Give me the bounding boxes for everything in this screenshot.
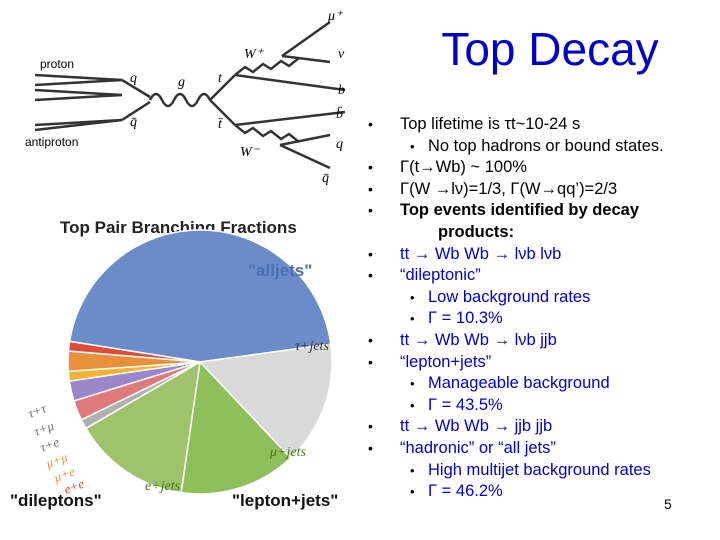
- lepton-jets-label: "lepton+jets": [232, 491, 338, 510]
- bullet-text: tt → Wb Wb → jjb jjb: [400, 417, 553, 436]
- bullet-dot: •: [368, 331, 373, 348]
- proton-label: proton: [40, 57, 74, 71]
- bullet-text: “hadronic” or “all jets”: [400, 438, 556, 457]
- bullet-item: • “hadronic” or “all jets”: [362, 438, 718, 460]
- pie-slice: [84, 360, 201, 494]
- bullet-text: “dileptonic”: [400, 266, 481, 285]
- pie-slice-label: "alljets": [248, 261, 312, 280]
- pie-labels: "alljets" τ+jets μ+jets e+jets τ+ττ+μτ+eμ+μμ…: [26, 261, 330, 497]
- bbar-label: b̄: [336, 106, 343, 122]
- bullet-dot: [400, 222, 438, 244]
- bullet-item: • Top events identified by decay: [362, 200, 718, 222]
- bullet-dot: •: [410, 311, 415, 327]
- bullet-dot: •: [368, 159, 373, 176]
- bullet-text: Γ = 43.5%: [428, 395, 503, 414]
- feynman-diagram: [34, 20, 346, 170]
- pie-slice: [68, 229, 332, 363]
- bullet-list: • Top lifetime is τt~10-24 s • No top hadro…: [362, 114, 718, 503]
- bullet-item: • “dileptonic”: [362, 265, 718, 287]
- bullet-item: • Manageable background: [362, 373, 718, 395]
- bullet-item: • No top hadrons or bound states.: [362, 136, 718, 158]
- dileptons-label: "dileptons": [10, 491, 102, 510]
- bullet-dot: •: [410, 484, 415, 500]
- pie-chart: [67, 229, 333, 495]
- bullet-item: • Top lifetime is τt~10-24 s: [362, 114, 718, 136]
- bullet-text: Top events identified by decay: [400, 201, 640, 220]
- pie-slice-label: τ+μ: [32, 418, 56, 439]
- bullet-text: “lepton+jets”: [400, 352, 492, 371]
- bullet-dot: •: [368, 116, 373, 132]
- bullet-text: products:: [438, 222, 515, 241]
- pie-slice: [198, 343, 333, 460]
- antiproton-label: antiproton: [25, 135, 78, 149]
- bullet-text: Γ = 46.2%: [428, 482, 503, 501]
- bullet-dot: •: [368, 245, 373, 262]
- bullet-text: Γ(t→Wb) ~ 100%: [400, 158, 527, 177]
- slide-title: Top Decay: [441, 23, 659, 75]
- bullet-text: High multijet background rates: [428, 460, 651, 479]
- bullet-dot: •: [368, 180, 373, 197]
- pie-slice-label: μ+μ: [43, 449, 70, 471]
- wplus-label: W⁺: [244, 47, 265, 62]
- bullet-dot: •: [410, 462, 415, 478]
- bullet-item: products:: [362, 222, 718, 244]
- bullet-dot: •: [368, 202, 373, 219]
- bullet-item: • Γ(W →lν)=1/3, Γ(W→qq’)=2/3: [362, 179, 718, 201]
- bullet-text: No top hadrons or bound states.: [428, 136, 664, 155]
- bullet-item: • Γ = 10.3%: [362, 308, 718, 330]
- pie-slice-label: e+e: [62, 476, 86, 497]
- pie-slice-label: μ+e: [51, 463, 77, 485]
- bullet-item: • Low background rates: [362, 287, 718, 309]
- b-label: b: [338, 83, 345, 98]
- bullet-item: • tt → Wb Wb → lνb lνb: [362, 244, 718, 266]
- pie-slice: [67, 340, 201, 363]
- chart-title: Top Pair Branching Fractions: [60, 218, 297, 237]
- bullet-dot: •: [368, 353, 373, 370]
- bullet-text: tt → Wb Wb → lνb jjb: [400, 330, 557, 349]
- bullet-dot: •: [410, 138, 415, 154]
- bullet-item: • High multijet background rates: [362, 460, 718, 482]
- qbar-label: q̄: [130, 115, 137, 130]
- bullet-dot: •: [368, 267, 373, 284]
- pie-slice-label: e+jets: [145, 479, 181, 494]
- q-out-label: q: [336, 137, 343, 152]
- pie-slice-label: τ+jets: [295, 339, 329, 354]
- qbar-out-label: q̄: [322, 171, 329, 186]
- t-label: t: [218, 71, 223, 86]
- bullet-text: Γ = 10.3%: [428, 309, 503, 328]
- bullet-text: Top lifetime is τt~10-24 s: [400, 115, 581, 133]
- bullet-dot: •: [410, 289, 415, 305]
- pie-slice-label: μ+jets: [269, 445, 306, 460]
- bullet-item: • Γ = 46.2%: [362, 481, 718, 503]
- g-label: g: [178, 75, 185, 90]
- page-number: 5: [664, 496, 672, 512]
- bullet-dot: •: [368, 439, 373, 456]
- bullet-dot: •: [410, 376, 415, 392]
- bullet-dot: •: [410, 397, 415, 413]
- bullet-item: • tt → Wb Wb → jjb jjb: [362, 416, 718, 438]
- bullet-item: • Γ(t→Wb) ~ 100%: [362, 157, 718, 179]
- nu-label: ν: [338, 47, 345, 62]
- bullet-item: • tt → Wb Wb → lνb jjb: [362, 330, 718, 352]
- bullet-item: • “lepton+jets”: [362, 352, 718, 374]
- bullet-item: • Γ = 43.5%: [362, 395, 718, 417]
- wminus-label: W⁻: [240, 145, 261, 160]
- mu-label: μ⁺: [327, 9, 344, 24]
- figure-panel: proton antiproton q q̄ g t t̄ W⁺ W⁻ μ⁺ ν…: [10, 9, 346, 510]
- bullet-text: Low background rates: [428, 287, 591, 306]
- pie-slice: [180, 360, 292, 495]
- pie-slice-label: τ+e: [38, 434, 61, 455]
- bullet-text: tt → Wb Wb → lνb lνb: [400, 244, 562, 263]
- tbar-label: t̄: [218, 117, 224, 132]
- bullet-dot: •: [368, 418, 373, 435]
- bullet-text: Γ(W →lν)=1/3, Γ(W→qq’)=2/3: [400, 179, 618, 198]
- q-label: q: [130, 71, 137, 86]
- bullet-text: Manageable background: [428, 374, 610, 393]
- pie-slice-label: τ+τ: [26, 400, 49, 421]
